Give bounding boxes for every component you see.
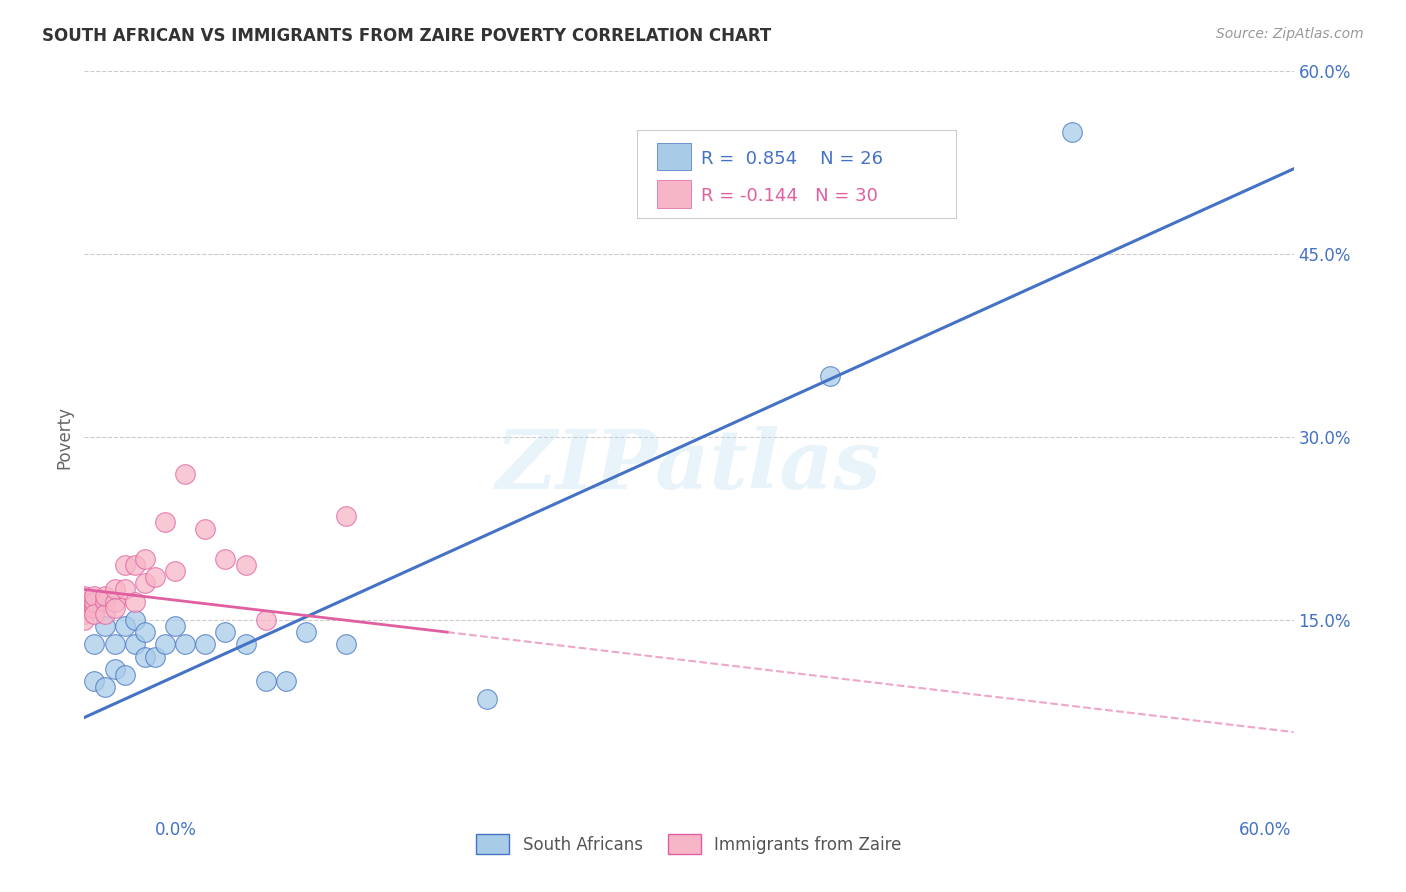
Point xyxy=(124,637,146,651)
Point xyxy=(93,594,115,608)
Text: 60.0%: 60.0% xyxy=(1239,821,1292,838)
Point xyxy=(104,594,127,608)
Point xyxy=(134,552,156,566)
Point xyxy=(174,467,197,481)
Point xyxy=(153,516,176,530)
Point xyxy=(73,589,96,603)
Text: ZIPatlas: ZIPatlas xyxy=(496,426,882,507)
Text: R =  0.854    N = 26: R = 0.854 N = 26 xyxy=(700,150,883,168)
Point xyxy=(143,570,166,584)
Point xyxy=(124,613,146,627)
Point xyxy=(214,625,236,640)
Point xyxy=(124,594,146,608)
Point xyxy=(83,594,105,608)
Text: SOUTH AFRICAN VS IMMIGRANTS FROM ZAIRE POVERTY CORRELATION CHART: SOUTH AFRICAN VS IMMIGRANTS FROM ZAIRE P… xyxy=(42,27,772,45)
Point xyxy=(254,613,277,627)
Point xyxy=(143,649,166,664)
Point xyxy=(93,680,115,694)
Point xyxy=(83,600,105,615)
Point xyxy=(73,613,96,627)
Point xyxy=(93,589,115,603)
Point xyxy=(477,692,499,706)
Point xyxy=(134,649,156,664)
Point xyxy=(104,582,127,597)
Point xyxy=(1060,125,1083,139)
Point xyxy=(83,607,105,621)
Point xyxy=(73,607,96,621)
Point xyxy=(235,558,257,573)
Point xyxy=(274,673,297,688)
Point xyxy=(93,607,115,621)
Point xyxy=(104,662,127,676)
Point xyxy=(93,619,115,633)
Text: R = -0.144   N = 30: R = -0.144 N = 30 xyxy=(700,187,877,205)
Point xyxy=(104,600,127,615)
Point xyxy=(295,625,318,640)
Point xyxy=(818,369,841,384)
Point xyxy=(194,637,217,651)
Point xyxy=(114,667,136,681)
Point xyxy=(104,637,127,651)
Point xyxy=(134,625,156,640)
Point xyxy=(194,521,217,535)
Point xyxy=(83,673,105,688)
Point xyxy=(165,619,187,633)
Text: 0.0%: 0.0% xyxy=(155,821,197,838)
Point xyxy=(134,576,156,591)
Legend: South Africans, Immigrants from Zaire: South Africans, Immigrants from Zaire xyxy=(470,828,908,860)
Point xyxy=(254,673,277,688)
Point xyxy=(114,582,136,597)
Text: Source: ZipAtlas.com: Source: ZipAtlas.com xyxy=(1216,27,1364,41)
Point xyxy=(83,589,105,603)
Point xyxy=(335,637,357,651)
Point xyxy=(114,558,136,573)
Point xyxy=(83,637,105,651)
Y-axis label: Poverty: Poverty xyxy=(55,406,73,468)
Point xyxy=(73,594,96,608)
Point xyxy=(114,619,136,633)
Point xyxy=(174,637,197,651)
Point xyxy=(165,564,187,578)
Point xyxy=(335,509,357,524)
Point xyxy=(214,552,236,566)
Point xyxy=(153,637,176,651)
Point xyxy=(73,600,96,615)
Point xyxy=(124,558,146,573)
Point xyxy=(235,637,257,651)
